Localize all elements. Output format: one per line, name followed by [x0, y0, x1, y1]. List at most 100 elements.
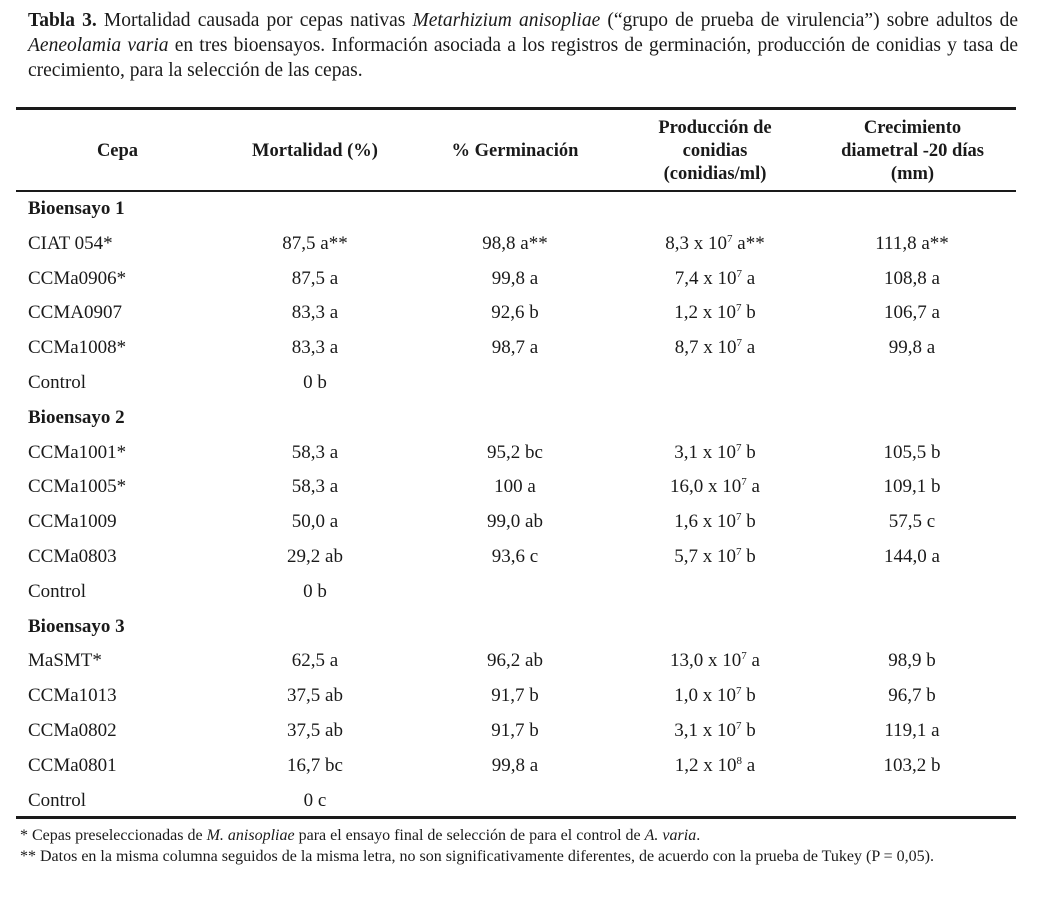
header-germinacion: % Germinación — [451, 140, 579, 161]
table-bottom-rule — [16, 816, 1016, 819]
prod-letter: a — [742, 754, 756, 776]
caption-text: (“grupo de prueba de virulencia”) sobre … — [600, 10, 1018, 31]
prod-exponent: 7 — [741, 650, 747, 663]
table-row: CCMa1001* 58,3 a 95,2 bc 3,1 x 107 b 105,5 b — [0, 442, 1052, 472]
caption-text: en tres bioensayos. Información asociada… — [28, 35, 1018, 81]
cell-mortalidad: 37,5 ab — [287, 685, 343, 707]
header-rule — [16, 190, 1016, 192]
cell-cepa: CCMa0801 — [28, 754, 117, 776]
footnote-species: M. anisopliae — [206, 827, 295, 844]
table-row: CCMa0906* 87,5 a 99,8 a 7,4 x 107 a 108,8 a — [0, 268, 1052, 298]
prod-base: 5,7 x 10 — [674, 546, 736, 567]
footnote-2: ** Datos en la misma columna seguidos de… — [20, 848, 934, 865]
cell-germinacion: 100 a — [494, 476, 536, 498]
cell-cepa: Control — [28, 789, 87, 811]
cell-produccion: 8,7 x 107 a — [615, 337, 815, 359]
prod-exponent: 7 — [741, 476, 747, 489]
cell-crecimiento: 57,5 c — [888, 511, 936, 533]
cell-germinacion: 96,2 ab — [487, 650, 543, 672]
cell-produccion: 1,0 x 107 b — [615, 685, 815, 707]
cell-crecimiento: 108,8 a — [884, 267, 940, 289]
prod-exponent: 7 — [736, 441, 742, 454]
table-row: CCMA0907 83,3 a 92,6 b 1,2 x 107 b 106,7 a — [0, 302, 1052, 332]
header-cepa: Cepa — [96, 140, 139, 161]
cell-crecimiento: 98,9 b — [888, 650, 936, 672]
prod-base: 3,1 x 10 — [674, 720, 736, 741]
prod-base: 13,0 x 10 — [670, 650, 742, 672]
footnote-text: para el ensayo final de selección de par… — [294, 827, 645, 844]
prod-exponent: 7 — [727, 232, 733, 245]
table-row: Control 0 b — [0, 581, 1052, 611]
cell-germinacion: 99,8 a — [491, 754, 539, 776]
cell-cepa: Control — [28, 372, 87, 393]
group-title: Bioensayo 3 — [28, 615, 125, 637]
cell-germinacion: 99,0 ab — [487, 511, 543, 533]
prod-base: 16,0 x 10 — [670, 476, 742, 498]
cell-cepa: Control — [28, 580, 87, 602]
prod-exponent: 7 — [736, 511, 742, 524]
prod-letter: b — [741, 511, 756, 533]
cell-cepa: CCMa1005* — [28, 476, 127, 498]
prod-letter: a — [742, 267, 756, 289]
prod-base: 8,7 x 10 — [674, 337, 737, 359]
prod-letter: b — [741, 685, 756, 707]
cell-produccion: 5,7 x 107 b — [615, 546, 815, 568]
prod-base: 8,3 x 10 — [665, 232, 728, 254]
cell-mortalidad: 58,3 a — [291, 476, 339, 498]
prod-letter: a** — [732, 232, 765, 254]
prod-base: 7,4 x 10 — [674, 267, 737, 289]
cell-cepa: CCMa1008* — [28, 337, 127, 359]
table-row: MaSMT* 62,5 a 96,2 ab 13,0 x 107 a 98,9 b — [0, 650, 1052, 680]
cell-produccion: 3,1 x 107 b — [615, 442, 815, 464]
table-row: CCMa1008* 83,3 a 98,7 a 8,7 x 107 a 99,8 a — [0, 337, 1052, 367]
header-mortalidad: Mortalidad (%) — [252, 140, 378, 161]
cell-crecimiento: 105,5 b — [883, 441, 941, 463]
cell-mortalidad: 87,5 a** — [282, 232, 348, 254]
cell-cepa: CCMa0802 — [28, 720, 117, 741]
prod-exponent: 7 — [736, 685, 742, 698]
prod-base: 1,2 x 10 — [674, 754, 737, 776]
table-row: CCMa0802 37,5 ab 91,7 b 3,1 x 107 b 119,1 a — [0, 720, 1052, 750]
group-row: Bioensayo 1 — [0, 198, 1052, 228]
table-label: Tabla 3. — [28, 10, 97, 31]
table-row: CCMa1009 50,0 a 99,0 ab 1,6 x 107 b 57,5 c — [0, 511, 1052, 541]
cell-mortalidad: 50,0 a — [291, 511, 339, 533]
group-row: Bioensayo 2 — [0, 407, 1052, 437]
cell-cepa: CCMA0907 — [28, 302, 122, 324]
cell-germinacion: 98,8 a** — [482, 232, 548, 254]
caption-species: Aeneolamia varia — [28, 35, 169, 56]
cell-crecimiento: 99,8 a — [888, 337, 936, 359]
cell-cepa: CCMa1001* — [28, 441, 127, 463]
caption-text: Mortalidad causada por cepas nativas — [96, 10, 413, 31]
footnote-text: * Cepas preseleccionadas de — [20, 827, 207, 844]
cell-cepa: CCMa1009 — [28, 511, 117, 533]
cell-mortalidad: 37,5 ab — [287, 720, 343, 741]
cell-mortalidad: 29,2 ab — [287, 546, 343, 567]
footnote-species: A. varia — [644, 827, 697, 844]
table-row: Control 0 c — [0, 790, 1052, 820]
table-row: CCMa1005* 58,3 a 100 a 16,0 x 107 a 109,1 b — [0, 476, 1052, 506]
cell-crecimiento: 106,7 a — [884, 302, 940, 324]
cell-mortalidad: 0 b — [303, 580, 327, 602]
cell-germinacion: 91,7 b — [491, 685, 539, 707]
cell-produccion: 1,2 x 107 b — [615, 302, 815, 324]
table-row: CCMa0803 29,2 ab 93,6 c 5,7 x 107 b 144,0 a — [0, 546, 1052, 576]
cell-mortalidad: 83,3 a — [291, 337, 339, 359]
cell-crecimiento: 96,7 b — [888, 685, 936, 707]
cell-produccion: 13,0 x 107 a — [615, 650, 815, 672]
table-row: CCMa0801 16,7 bc 99,8 a 1,2 x 108 a 103,2 b — [0, 755, 1052, 785]
cell-cepa: CCMa0906* — [28, 267, 127, 289]
table-row: CIAT 054* 87,5 a** 98,8 a** 8,3 x 107 a** 11… — [0, 233, 1052, 263]
cell-produccion: 1,2 x 108 a — [615, 755, 815, 777]
cell-mortalidad: 83,3 a — [291, 302, 339, 324]
prod-letter: b — [741, 302, 756, 324]
header-crecimiento: Crecimiento diametral -20 días (mm) — [841, 117, 984, 184]
prod-base: 1,6 x 10 — [674, 511, 736, 533]
prod-letter: a — [746, 650, 760, 672]
cell-germinacion: 95,2 bc — [487, 441, 543, 463]
cell-mortalidad: 58,3 a — [291, 441, 339, 463]
cell-produccion: 1,6 x 107 b — [615, 511, 815, 533]
cell-germinacion: 91,7 b — [491, 720, 539, 741]
prod-letter: a — [742, 337, 756, 359]
cell-cepa: CIAT 054* — [28, 232, 113, 254]
